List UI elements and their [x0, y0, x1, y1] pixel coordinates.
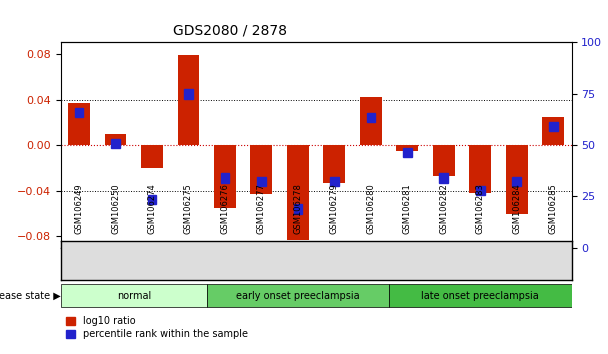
- Bar: [221, 173, 229, 183]
- Bar: [68, 103, 90, 145]
- Text: early onset preeclampsia: early onset preeclampsia: [236, 291, 360, 301]
- Bar: [184, 90, 193, 99]
- Bar: [141, 145, 163, 168]
- Bar: [105, 134, 126, 145]
- Legend: log10 ratio, percentile rank within the sample: log10 ratio, percentile rank within the …: [66, 316, 248, 339]
- Bar: [111, 139, 120, 148]
- Bar: [396, 145, 418, 151]
- Text: GDS2080 / 2878: GDS2080 / 2878: [173, 23, 287, 37]
- Bar: [476, 186, 485, 195]
- Text: normal: normal: [117, 291, 151, 301]
- Bar: [506, 145, 528, 213]
- Bar: [250, 145, 272, 194]
- Text: late onset preeclampsia: late onset preeclampsia: [421, 291, 539, 301]
- Bar: [178, 55, 199, 145]
- Bar: [367, 113, 375, 122]
- Bar: [148, 195, 156, 205]
- Text: disease state ▶: disease state ▶: [0, 291, 61, 301]
- Bar: [440, 173, 448, 183]
- Bar: [549, 122, 558, 131]
- Bar: [294, 205, 302, 213]
- Bar: [360, 97, 382, 145]
- Bar: [469, 145, 491, 193]
- Bar: [287, 145, 309, 240]
- FancyBboxPatch shape: [207, 285, 389, 307]
- Bar: [433, 145, 455, 176]
- Bar: [323, 145, 345, 183]
- FancyBboxPatch shape: [389, 285, 572, 307]
- Bar: [403, 148, 412, 157]
- Bar: [214, 145, 236, 208]
- Bar: [542, 116, 564, 145]
- Bar: [513, 177, 521, 186]
- FancyBboxPatch shape: [61, 285, 207, 307]
- Bar: [330, 177, 339, 186]
- Bar: [257, 177, 266, 186]
- Bar: [75, 108, 83, 117]
